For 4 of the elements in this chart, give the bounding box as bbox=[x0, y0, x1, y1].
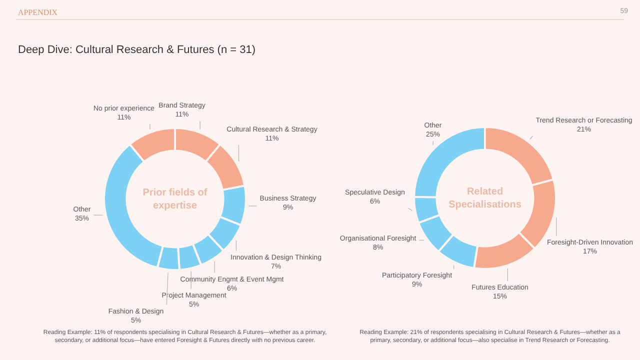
text: Prior fields of expertise bbox=[142, 187, 208, 212]
text: Related Specialisations bbox=[448, 186, 522, 210]
text: APPENDIX bbox=[18, 8, 58, 17]
text: Deep Dive: Cultural Research & Futures (n = 31) bbox=[18, 44, 256, 56]
